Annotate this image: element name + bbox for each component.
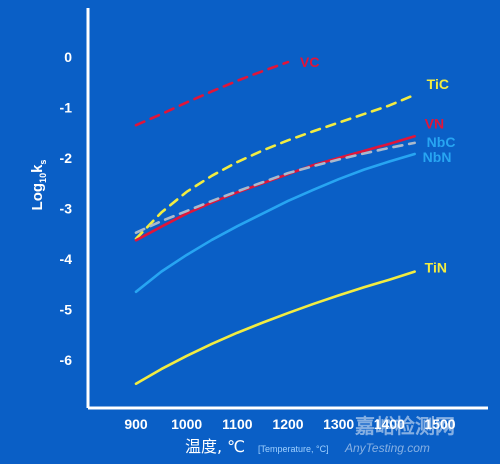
y-tick-label: -2 xyxy=(60,150,73,166)
x-tick-label: 1200 xyxy=(272,416,303,432)
y-tick-label: -5 xyxy=(60,302,73,318)
x-tick-label: 900 xyxy=(124,416,148,432)
axes xyxy=(86,8,488,410)
series-label-nbc: NbC xyxy=(427,134,456,150)
series-line-nbn xyxy=(134,152,416,294)
series-line-tic xyxy=(134,93,416,241)
x-tick-label: 1500 xyxy=(424,416,455,432)
y-tick-label: 0 xyxy=(64,49,72,65)
series-line-nbc xyxy=(134,141,416,235)
series-layer xyxy=(134,60,416,386)
x-tick-label: 1400 xyxy=(374,416,405,432)
y-tick-label: -3 xyxy=(60,201,73,217)
series-label-tin: TiN xyxy=(425,260,447,276)
y-tick-label: -1 xyxy=(60,100,73,116)
series-line-vc xyxy=(134,60,290,127)
x-tick-label: 1100 xyxy=(222,416,253,432)
series-label-vc: VC xyxy=(300,54,319,70)
watermark-subtext: AnyTesting.com xyxy=(344,441,430,455)
series-label-nbn: NbN xyxy=(423,149,452,165)
series-line-tin xyxy=(134,270,416,386)
watermark-text: 嘉峪检测网 xyxy=(354,414,455,438)
tick-layer: 900 1000 1100 1200 1300 1400 1500 0 -1 -2 -3 -4 -5 -6 xyxy=(60,49,456,432)
x-tick-label: 1000 xyxy=(171,416,202,432)
x-tick-label: 1300 xyxy=(323,416,354,432)
x-axis-label-english: [Temperature, °C] xyxy=(258,444,329,454)
series-label-tic: TiC xyxy=(427,76,449,92)
y-axis-label: Log10ks xyxy=(29,160,48,211)
x-axis-label: 温度, ℃ xyxy=(185,437,245,456)
series-label-vn: VN xyxy=(425,115,444,131)
y-tick-label: -4 xyxy=(60,251,73,267)
y-tick-label: -6 xyxy=(60,352,73,368)
series-line-vn xyxy=(134,134,416,242)
